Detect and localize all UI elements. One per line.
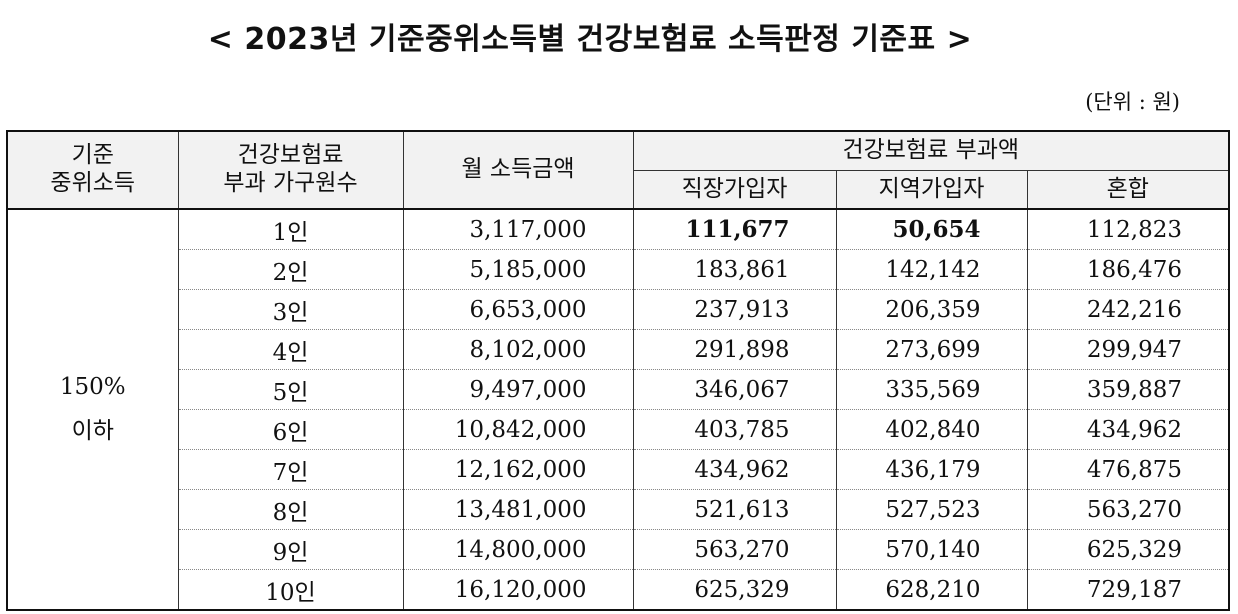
regional-cell: 436,179: [835, 449, 1028, 490]
members-cell: 2인: [177, 249, 404, 290]
income-cell: 9,497,000: [402, 369, 634, 410]
mixed-cell: 242,216: [1026, 289, 1230, 330]
table-row: 150% 이하 1인 3,117,000 111,677 50,654 112,…: [6, 209, 1230, 611]
workplace-cell: 237,913: [632, 289, 837, 330]
header-monthly-income: 월 소득금액: [402, 130, 634, 210]
table-row: 2인 5,185,000 183,861 142,142 186,476: [7, 249, 1230, 290]
workplace-cell: 111,677: [632, 209, 837, 250]
regional-cell: 335,569: [835, 369, 1028, 410]
income-cell: 10,842,000: [402, 409, 634, 450]
workplace-cell: 183,861: [632, 249, 837, 290]
header-mixed: 혼합: [1026, 170, 1230, 210]
table-row: 7인 12,162,000 434,962 436,179 476,875: [7, 449, 1230, 490]
members-cell: 7인: [177, 449, 404, 490]
mixed-cell: 625,329: [1026, 529, 1230, 570]
members-cell: 1인: [177, 209, 404, 250]
table-row: 10인 16,120,000 625,329 628,210 729,187: [7, 569, 1230, 611]
workplace-cell: 521,613: [632, 489, 837, 530]
regional-cell: 570,140: [835, 529, 1028, 570]
table-row: 8인 13,481,000 521,613 527,523 563,270: [7, 489, 1230, 530]
header-regional: 지역가입자: [835, 170, 1028, 210]
table-row: 5인 9,497,000 346,067 335,569 359,887: [7, 369, 1230, 410]
income-cell: 12,162,000: [402, 449, 634, 490]
workplace-cell: 563,270: [632, 529, 837, 570]
table-row: 3인 6,653,000 237,913 206,359 242,216: [7, 289, 1230, 330]
mixed-cell: 186,476: [1026, 249, 1230, 290]
header-premium-group: 건강보험료 부과액: [632, 130, 1230, 171]
members-cell: 5인: [177, 369, 404, 410]
table-row: 4인 8,102,000 291,898 273,699 299,947: [7, 329, 1230, 370]
income-criteria-table: 기준 중위소득 건강보험료 부과 가구원수 월 소득금액 건강보험료 부과액 직…: [6, 130, 1230, 611]
regional-cell: 273,699: [835, 329, 1028, 370]
workplace-cell: 403,785: [632, 409, 837, 450]
mixed-cell: 112,823: [1026, 209, 1230, 250]
median-income-group-cell: 150% 이하: [6, 209, 179, 611]
header-workplace: 직장가입자: [632, 170, 837, 210]
income-cell: 16,120,000: [402, 569, 634, 611]
workplace-cell: 625,329: [632, 569, 837, 611]
mixed-cell: 476,875: [1026, 449, 1230, 490]
members-cell: 3인: [177, 289, 404, 330]
income-cell: 5,185,000: [402, 249, 634, 290]
income-cell: 13,481,000: [402, 489, 634, 530]
mixed-cell: 359,887: [1026, 369, 1230, 410]
mixed-cell: 299,947: [1026, 329, 1230, 370]
regional-cell: 142,142: [835, 249, 1028, 290]
regional-cell: 50,654: [835, 209, 1028, 250]
unit-note: (단위 : 원): [1085, 90, 1180, 114]
workplace-cell: 291,898: [632, 329, 837, 370]
mixed-cell: 729,187: [1026, 569, 1230, 611]
income-cell: 3,117,000: [402, 209, 634, 250]
table-row: 9인 14,800,000 563,270 570,140 625,329: [7, 529, 1230, 570]
regional-cell: 527,523: [835, 489, 1028, 530]
page-title: < 2023년 기준중위소득별 건강보험료 소득판정 기준표 >: [207, 22, 973, 57]
regional-cell: 628,210: [835, 569, 1028, 611]
members-cell: 8인: [177, 489, 404, 530]
workplace-cell: 346,067: [632, 369, 837, 410]
header-household-members: 건강보험료 부과 가구원수: [177, 130, 404, 210]
members-cell: 4인: [177, 329, 404, 370]
income-cell: 14,800,000: [402, 529, 634, 570]
members-cell: 10인: [177, 569, 404, 611]
table-row: 6인 10,842,000 403,785 402,840 434,962: [7, 409, 1230, 450]
members-cell: 6인: [177, 409, 404, 450]
regional-cell: 206,359: [835, 289, 1028, 330]
income-cell: 8,102,000: [402, 329, 634, 370]
members-cell: 9인: [177, 529, 404, 570]
header-median-income: 기준 중위소득: [6, 130, 179, 210]
mixed-cell: 434,962: [1026, 409, 1230, 450]
workplace-cell: 434,962: [632, 449, 837, 490]
regional-cell: 402,840: [835, 409, 1028, 450]
mixed-cell: 563,270: [1026, 489, 1230, 530]
income-cell: 6,653,000: [402, 289, 634, 330]
